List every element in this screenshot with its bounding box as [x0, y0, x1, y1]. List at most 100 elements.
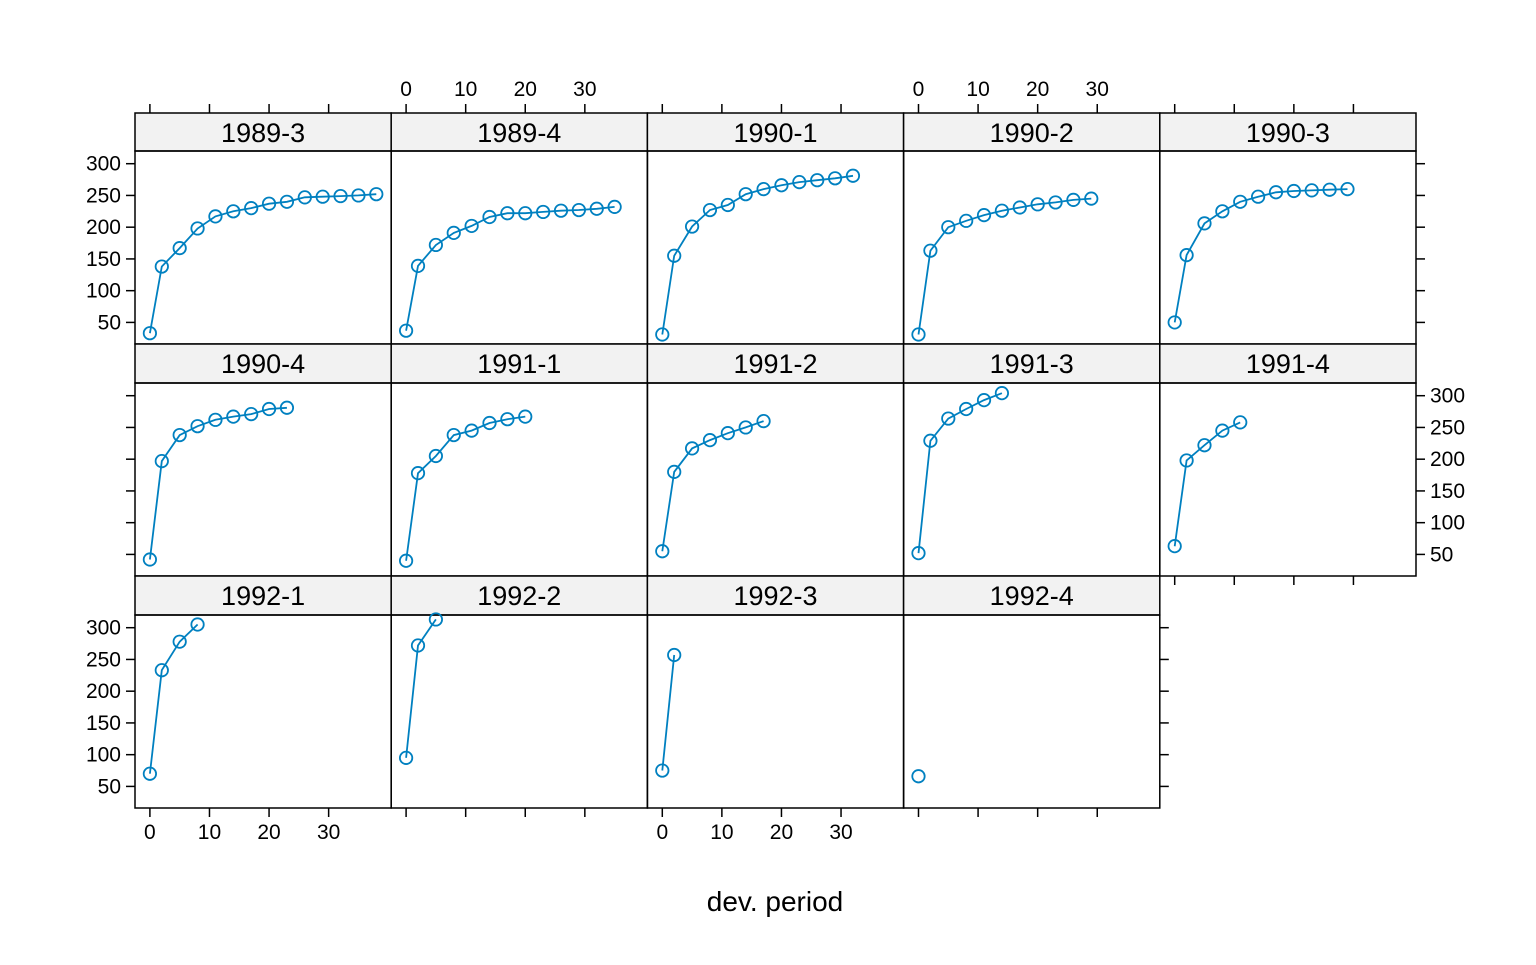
data-point: [190, 617, 205, 632]
data-point: [1322, 182, 1337, 197]
data-point: [351, 188, 366, 203]
y-tick-label: 250: [86, 184, 121, 207]
data-point: [911, 327, 926, 342]
panel-strip-label: 1989-4: [477, 118, 561, 148]
data-point: [976, 208, 992, 223]
y-tick-label: 200: [86, 216, 121, 239]
y-tick-label: 300: [1430, 385, 1465, 408]
series-line: [405, 618, 437, 758]
data-point: [667, 647, 682, 663]
x-tick-label: 10: [454, 78, 477, 101]
x-tick-label: 30: [1086, 78, 1109, 101]
data-point: [571, 202, 586, 218]
data-point: [655, 544, 670, 559]
panel-strip-label: 1991-3: [990, 349, 1074, 379]
panel: 1989-4: [390, 112, 649, 345]
x-tick-label: 20: [770, 821, 793, 844]
data-point: [756, 413, 771, 429]
data-point: [810, 173, 825, 188]
data-point: [1215, 204, 1230, 219]
data-point: [398, 323, 414, 338]
panel-strip-label: 1991-4: [1246, 349, 1330, 379]
data-point: [1084, 191, 1099, 206]
panel: 1991-2: [646, 343, 905, 577]
data-point: [536, 204, 551, 220]
panel-frame: [902, 382, 1161, 577]
series-line: [405, 415, 526, 561]
panel-strip-label: 1992-4: [990, 581, 1074, 611]
x-tick-label: 0: [144, 821, 156, 844]
data-point: [553, 203, 569, 218]
panel-strip: [1159, 112, 1417, 152]
data-point: [1215, 423, 1230, 438]
data-point: [655, 763, 670, 778]
data-point: [208, 412, 223, 427]
data-point: [190, 419, 205, 434]
data-point: [333, 188, 348, 204]
data-point: [500, 206, 515, 221]
series-line: [149, 406, 287, 560]
data-point: [464, 423, 479, 438]
data-point: [518, 206, 533, 221]
x-tick-label: 30: [573, 78, 596, 101]
data-point: [1167, 539, 1182, 554]
data-point: [482, 415, 497, 431]
data-point: [1179, 453, 1194, 468]
y-tick-label: 250: [86, 648, 121, 671]
panel-strip-label: 1992-3: [733, 581, 817, 611]
data-point: [589, 201, 604, 216]
y-tick-label: 300: [86, 153, 121, 176]
panel: 1991-1: [390, 343, 649, 577]
series-line: [661, 174, 854, 335]
panel-strip-label: 1992-2: [477, 581, 561, 611]
data-point: [172, 241, 187, 256]
data-point: [142, 326, 157, 341]
panel-strip-label: 1989-3: [221, 118, 305, 148]
data-point: [1304, 183, 1319, 198]
panel: 1992-3: [646, 575, 905, 809]
x-axis-title: dev. period: [707, 886, 843, 917]
panel-strip-label: 1990-3: [1246, 118, 1330, 148]
data-point: [941, 411, 956, 426]
panel-strip: [902, 343, 1161, 384]
data-point: [1179, 248, 1194, 263]
data-point: [774, 178, 789, 193]
y-tick-label: 150: [1430, 480, 1465, 503]
data-point: [1167, 315, 1182, 330]
data-point: [923, 243, 938, 258]
data-point: [738, 187, 753, 202]
y-tick-label: 100: [1430, 512, 1465, 535]
series-line: [917, 197, 1092, 335]
data-point: [827, 171, 843, 186]
x-tick-label: 30: [829, 821, 852, 844]
panel-strip: [646, 112, 905, 152]
data-point: [1066, 192, 1081, 207]
data-point: [261, 196, 277, 211]
data-point: [1268, 185, 1284, 200]
panel-frame: [390, 382, 649, 577]
data-point: [446, 225, 461, 240]
axes-layer: 0 10 20 30 0 10 20 300 10 20 30 0 10 20 30501001502002…: [86, 78, 1465, 844]
panel: 1991-3: [902, 343, 1161, 577]
y-tick-label: 150: [86, 712, 121, 735]
data-point: [1048, 195, 1063, 210]
data-point: [154, 453, 169, 469]
data-point: [172, 634, 187, 649]
panel-frame: [902, 150, 1161, 345]
data-point: [959, 401, 974, 417]
panel-strip-label: 1990-1: [733, 118, 817, 148]
panel-frame: [1159, 382, 1417, 577]
panel-frame: [646, 614, 905, 809]
data-point: [244, 407, 259, 422]
panel: 1992-4: [902, 575, 1161, 809]
panel-strip: [1159, 343, 1417, 384]
series-line: [405, 206, 615, 331]
data-point: [1286, 183, 1301, 199]
data-point: [756, 181, 771, 197]
data-point: [226, 204, 241, 219]
data-point: [702, 433, 718, 448]
data-point: [464, 218, 479, 234]
data-point: [410, 638, 426, 653]
x-tick-label: 30: [317, 821, 340, 844]
